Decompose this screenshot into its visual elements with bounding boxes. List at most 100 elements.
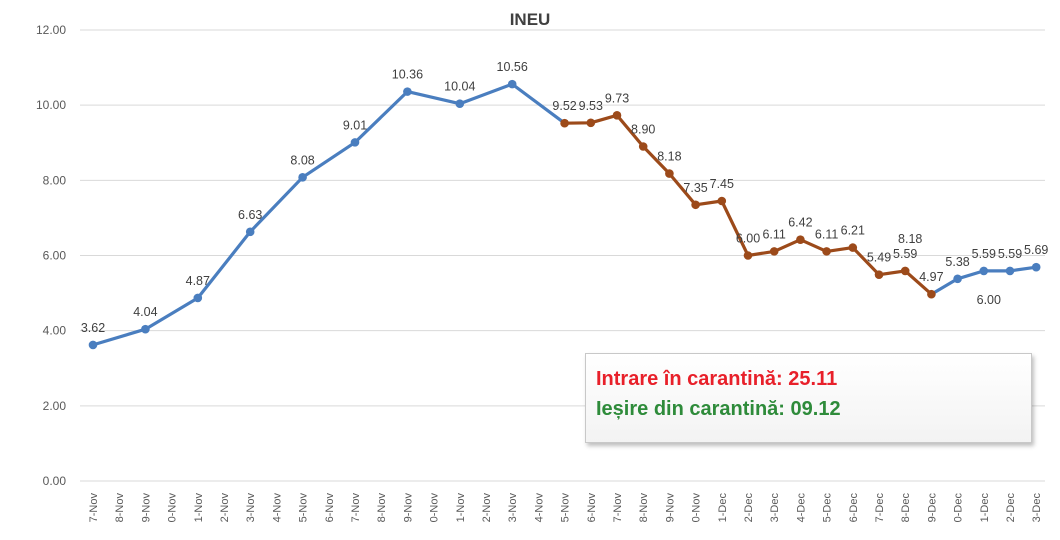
x-tick-label: 3-Dec [1031,493,1043,523]
x-tick-label: 5-Nov [560,493,572,523]
x-tick-label: 7-Dec [874,493,886,523]
chart-title: INEU [510,10,551,29]
data-point [874,270,884,279]
data-point [455,99,465,108]
data-point [665,169,674,178]
x-tick-label: 6-Nov [324,493,336,523]
series-line [564,113,933,296]
data-label: 5.59 [998,247,1022,261]
data-label: 6.11 [815,227,838,241]
x-tick-label: 1-Dec [717,493,729,523]
quarantine-entry-text: Intrare în carantină: 25.11 [596,368,838,390]
data-label: 4.87 [186,274,210,288]
data-point [193,293,203,303]
data-label: 8.18 [657,150,681,164]
data-point [927,289,936,299]
data-label: 10.04 [444,80,475,94]
x-tick-label: 9-Nov [140,493,152,523]
x-tick-label: 7-Nov [612,493,624,523]
x-tick-label: 0-Nov [691,493,703,523]
y-tick-label: 10.00 [36,98,66,112]
data-label: 6.00 [977,293,1001,307]
data-point [1005,266,1015,276]
data-point [507,79,517,89]
y-tick-label: 12.00 [36,23,66,37]
data-point [560,118,569,128]
data-point [141,324,150,334]
data-label: 4.97 [919,270,943,284]
data-label: 10.56 [497,60,528,74]
x-tick-label: 0-Nov [429,493,441,523]
x-tick-label: 9-Dec [926,493,938,523]
x-tick-label: 9-Nov [402,493,414,523]
data-label: 6.00 [736,232,760,246]
data-point [822,247,831,256]
x-tick-label: 4-Nov [271,493,283,523]
x-tick-label: 3-Nov [507,493,519,523]
x-tick-label: 3-Dec [769,493,781,523]
data-label: 8.90 [631,123,655,137]
series-markers [88,79,1041,350]
x-tick-label: 8-Nov [114,493,126,523]
x-tick-label: 4-Dec [795,493,807,523]
data-point [848,243,858,252]
data-point [586,118,596,128]
x-tick-label: 5-Nov [298,493,310,523]
data-label: 5.49 [867,251,891,265]
x-tick-label: 2-Nov [219,493,231,523]
x-tick-label: 2-Nov [481,493,493,523]
data-label: 10.36 [392,68,423,82]
data-point [245,227,255,237]
x-tick-label: 0-Nov [167,493,179,523]
data-label: 6.42 [788,216,812,230]
data-label: 8.18 [898,232,922,246]
data-label: 5.69 [1024,243,1048,257]
x-tick-label: 2-Dec [1005,493,1017,523]
x-tick-label: 8-Nov [376,493,388,523]
y-axis-ticks: 0.00 2.00 4.00 6.00 8.00 10.00 12.00 [36,23,66,488]
data-point [953,274,962,284]
data-label: 7.45 [710,177,734,191]
data-point [796,235,805,245]
y-tick-label: 2.00 [43,399,67,413]
grid [80,29,1045,482]
x-tick-label: 7-Nov [350,493,362,523]
data-label: 5.59 [893,247,917,261]
data-label: 9.01 [343,118,367,132]
data-label: 5.38 [945,255,969,269]
data-point [638,142,648,151]
data-label: 6.21 [841,224,865,238]
y-tick-label: 6.00 [43,249,67,263]
data-point [612,111,622,120]
data-point [769,247,779,256]
y-tick-label: 4.00 [43,324,67,338]
x-tick-label: 2-Dec [743,493,755,523]
data-point [88,340,98,350]
data-point [743,251,753,260]
data-label: 8.08 [290,153,314,167]
data-point [979,266,989,276]
x-tick-label: 7-Nov [88,493,100,523]
data-label: 7.35 [683,181,707,195]
x-tick-label: 5-Dec [822,493,834,523]
y-tick-label: 8.00 [43,173,67,187]
data-label: 5.59 [972,247,996,261]
data-point [298,173,307,182]
x-tick-label: 3-Nov [245,493,257,523]
data-label: 6.63 [238,208,262,222]
y-tick-label: 0.00 [43,474,67,488]
x-tick-label: 1-Nov [193,493,205,523]
data-point [900,266,910,276]
x-tick-label: 6-Nov [586,493,598,523]
data-point [403,87,412,96]
data-labels: 3.62 4.04 4.87 6.63 8.08 9.01 10.36 10.04 10.56 9… [81,60,1049,335]
x-tick-label: 8-Nov [638,493,650,523]
data-point [350,138,360,147]
data-point [1031,262,1041,272]
data-label: 9.52 [552,99,576,113]
data-label: 9.53 [579,99,603,113]
x-tick-label: 9-Nov [664,493,676,523]
data-point [691,200,700,210]
data-label: 6.11 [762,227,785,241]
